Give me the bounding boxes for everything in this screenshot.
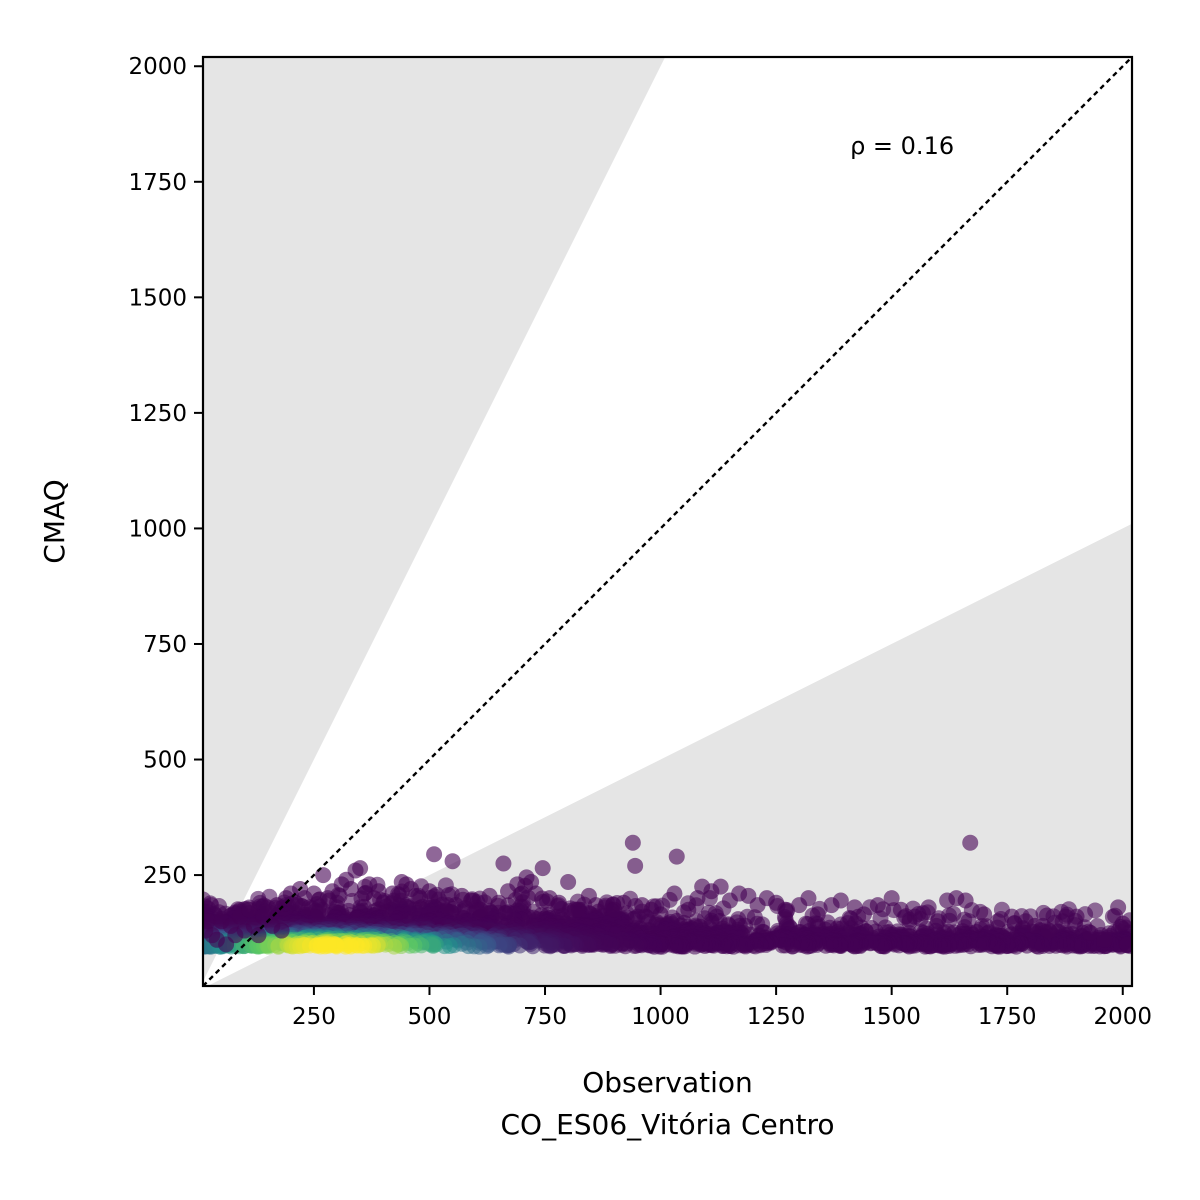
scatter-point [712,878,729,895]
scatter-point [472,901,489,918]
x-axis-label: Observation [582,1066,753,1099]
scatter-point [1096,931,1113,948]
scatter-point [800,890,817,907]
scatter-point [439,897,456,914]
scatter-point [855,906,872,923]
scatter-point [524,938,541,955]
scatter-point [957,892,974,909]
scatter-point [534,860,551,877]
scatter-point [869,897,886,914]
y-tick-label: 2000 [128,54,187,80]
x-tick-label: 750 [523,1004,567,1030]
scatter-point [1082,924,1099,941]
scatter-point [1040,922,1057,939]
scatter-point [1068,908,1085,925]
scatter-point [906,908,923,925]
identity-line [203,57,1132,986]
scatter-point [490,894,507,911]
scatter-point [962,834,979,851]
scatter-point [832,892,849,909]
scatter-point [527,885,544,902]
x-tick-label: 500 [408,1004,452,1030]
scatter-point [668,848,685,865]
scatter-point [1114,915,1131,932]
scatter-point [883,890,900,907]
plot-area [203,57,1132,986]
scatter-point [892,901,909,918]
scatter-point [310,904,327,921]
scatter-point [920,899,937,916]
y-tick-label: 250 [143,863,187,889]
scatter-point [342,880,359,897]
y-tick-label: 1250 [128,401,187,427]
scatter-point [316,938,333,955]
axes: 250 500 750 1000 1250 1500 1750 2000 250 500 750 10… [128,54,1152,1030]
scatter-point [1003,908,1020,925]
scatter-point [1054,913,1071,930]
scatter-point [1119,936,1132,953]
scatter-point [425,937,442,954]
x-axis-sublabel: CO_ES06_Vitória Centro [501,1108,835,1141]
scatter-point [652,906,669,923]
scatter-point [495,855,512,872]
scatter-point [421,883,438,900]
scatter-point [666,885,683,902]
scatter-point [809,906,826,923]
scatter-point [426,846,443,863]
scatter-point [329,894,346,911]
scatter-point [536,937,553,954]
scatter-point [929,913,946,930]
scatter-point [680,901,697,918]
scatter-point [569,901,586,918]
scatter-point [513,885,530,902]
scatter-point [624,834,641,851]
scatter-point [352,860,369,877]
scatter-point [777,901,794,918]
scatter-point [444,853,461,870]
scatter-point [203,913,216,930]
x-tick-label: 250 [292,1004,336,1030]
scatter-point [627,857,644,874]
scatter-point [384,885,401,902]
scatter-point [250,927,267,944]
y-tick-label: 1000 [128,516,187,542]
scatter-point [976,906,993,923]
scatter-point [1026,917,1043,934]
y-tick-label: 500 [143,748,187,774]
scatter-point [550,894,567,911]
y-tick-label: 1500 [128,285,187,311]
scatter-point [1110,899,1127,916]
scatter-point [305,885,322,902]
x-tick-label: 1250 [747,1004,806,1030]
band-lower [207,523,1132,986]
scatter-point [241,901,258,918]
correlation-annotation: ρ = 0.16 [850,132,954,160]
scatter-point [328,938,345,955]
x-tick-label: 1500 [862,1004,921,1030]
scatter-point [560,874,577,891]
scatter-point [273,922,290,939]
y-tick-label: 750 [143,632,187,658]
y-axis-label: CMAQ [38,479,71,563]
band-upper [203,57,666,982]
y-tick-label: 1750 [128,170,187,196]
axes-frame [201,55,1134,988]
scatter-point [315,867,332,884]
x-tick-label: 1750 [978,1004,1037,1030]
x-tick-label: 1000 [631,1004,690,1030]
scatter-point [615,894,632,911]
scatter-point [989,913,1006,930]
x-tick-label: 2000 [1093,1004,1152,1030]
